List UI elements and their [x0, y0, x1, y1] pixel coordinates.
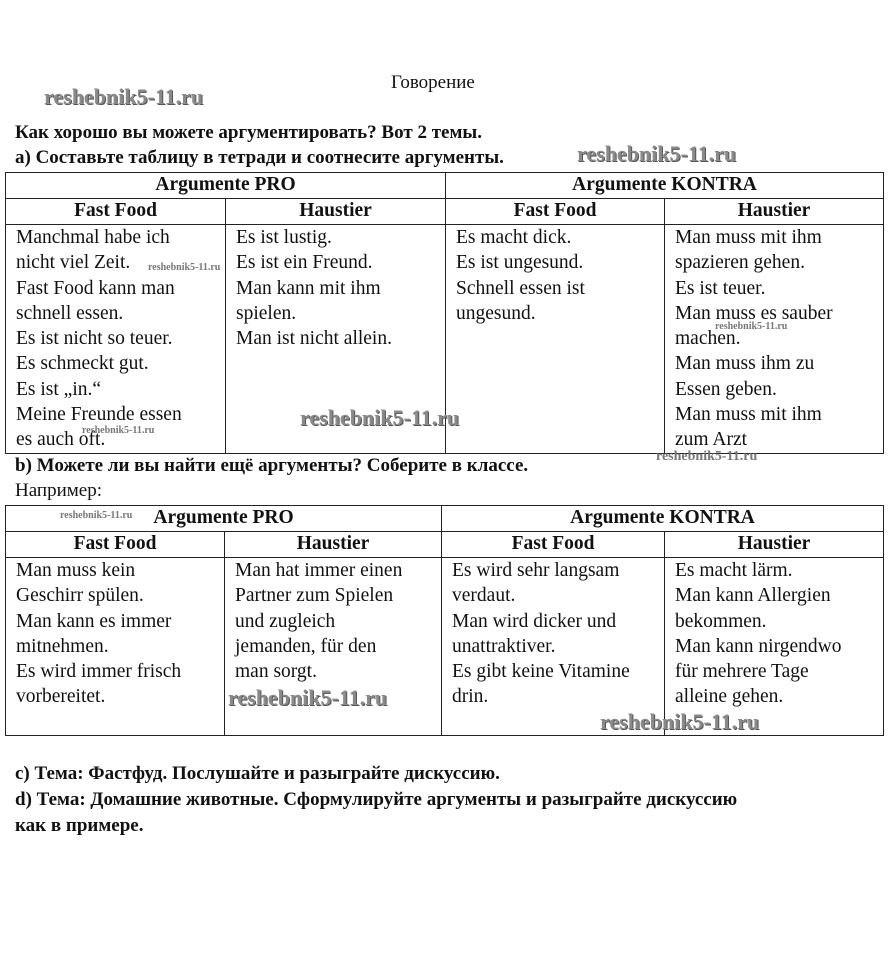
column-header: Haustier	[223, 531, 443, 558]
watermark: reshebnik5-11.ru	[82, 425, 155, 436]
group-header-pro: Argumente PRO	[4, 172, 447, 199]
watermark: reshebnik5-11.ru	[715, 321, 788, 332]
cell-line: Man hat immer einen	[235, 560, 403, 581]
cell-line: machen.	[675, 328, 741, 350]
cell-line: jemanden, für den	[235, 635, 377, 657]
cell-line: und zugleich	[235, 610, 336, 632]
column-header: Fast Food	[5, 198, 226, 225]
table-cell: Es macht dick. Es ist ungesund. Schnell es…	[445, 224, 666, 454]
cell-line: vorbereitet.	[16, 686, 106, 708]
table-cell: Es macht lärm. Man kann Allergien bekommen…	[664, 557, 885, 736]
arguments-table-2: Argumente PRO Argumente KONTRA Fast Food…	[4, 505, 885, 736]
cell-line: drin.	[452, 686, 489, 708]
intro-text: Как хорошо вы можете аргументировать? Во…	[15, 122, 482, 143]
cell-line: Man muss es sauber	[675, 302, 833, 324]
cell-line: Es ist ungesund.	[456, 252, 584, 274]
watermark: reshebnik5-11.ru	[577, 141, 737, 166]
cell-line: Man muss kein	[16, 560, 136, 581]
cell-line: ungesund.	[456, 302, 536, 324]
cell-line: es auch oft.	[16, 429, 106, 451]
cell-line: Es schmeckt gut.	[16, 353, 149, 375]
column-header: Haustier	[664, 531, 885, 558]
task-c: c) Тема: Фастфуд. Послушайте и разыграйт…	[15, 763, 500, 784]
watermark: reshebnik5-11.ru	[44, 84, 204, 109]
table-cell: Es wird sehr langsam verdaut. Man wird dic…	[441, 557, 666, 736]
task-d-continued: как в примере.	[15, 815, 144, 836]
cell-line: Man muss mit ihm	[675, 227, 822, 248]
cell-line: mitnehmen.	[16, 635, 109, 657]
cell-line: Man kann es immer	[16, 610, 172, 632]
table-cell: Es ist lustig. Es ist ein Freund. Man kann…	[224, 224, 447, 454]
cell-line: Essen geben.	[675, 378, 777, 400]
cell-line: alleine gehen.	[675, 686, 784, 708]
watermark: reshebnik5-11.ru	[656, 449, 758, 464]
column-header: Haustier	[664, 198, 885, 225]
cell-line: man sorgt.	[235, 661, 317, 683]
task-b: b) Можете ли вы найти ещё аргументы? Соб…	[15, 455, 529, 476]
watermark: reshebnik5-11.ru	[60, 510, 133, 521]
cell-line: Fast Food kann man	[16, 277, 175, 299]
cell-line: Man kann mit ihm	[236, 277, 381, 299]
page-title: Говорение	[391, 72, 475, 93]
cell-line: Manchmal habe ich	[16, 227, 170, 248]
cell-line: Es macht lärm.	[675, 560, 793, 581]
cell-line: Es ist ein Freund.	[236, 252, 373, 274]
cell-line: spazieren gehen.	[675, 252, 805, 274]
cell-line: nicht viel Zeit.	[16, 252, 131, 274]
cell-line: Es ist „in.“	[16, 378, 102, 400]
group-header-kontra: Argumente KONTRA	[441, 505, 885, 532]
cell-line: Man muss mit ihm	[675, 404, 822, 426]
cell-line: Man kann Allergien	[675, 585, 831, 607]
cell-line: Es gibt keine Vitamine	[452, 661, 630, 683]
cell-line: Es wird sehr langsam	[452, 560, 620, 581]
cell-line: Es macht dick.	[456, 227, 572, 248]
cell-line: Es ist lustig.	[236, 227, 332, 248]
cell-line: für mehrere Tage	[675, 661, 809, 683]
watermark: reshebnik5-11.ru	[228, 685, 388, 710]
group-header-kontra: Argumente KONTRA	[445, 172, 885, 199]
example-label: Например:	[15, 480, 102, 501]
cell-line: Man kann nirgendwo	[675, 635, 842, 657]
cell-line: unattraktiver.	[452, 635, 556, 657]
cell-line: Man wird dicker und	[452, 610, 617, 632]
table-cell: Manchmal habe ich nicht viel Zeit. Fast Fo…	[5, 224, 226, 454]
column-header: Haustier	[224, 198, 447, 225]
cell-line: bekommen.	[675, 610, 767, 632]
cell-line: Es ist nicht so teuer.	[16, 328, 173, 350]
cell-line: verdaut.	[452, 585, 516, 607]
arguments-table-1: Argumente PRO Argumente KONTRA Fast Food…	[4, 172, 885, 454]
cell-line: Es wird immer frisch	[16, 661, 182, 683]
cell-line: schnell essen.	[16, 302, 124, 324]
table-cell: Man muss mit ihm spazieren gehen. Es ist t…	[664, 224, 885, 454]
cell-line: Meine Freunde essen	[16, 404, 182, 426]
column-header: Fast Food	[441, 531, 666, 558]
watermark: reshebnik5-11.ru	[300, 405, 460, 430]
cell-line: Schnell essen ist	[456, 277, 585, 299]
cell-line: Es ist teuer.	[675, 277, 766, 299]
table-cell: Man muss kein Geschirr spülen. Man kann es…	[5, 557, 225, 736]
cell-line: Geschirr spülen.	[16, 585, 144, 607]
watermark: reshebnik5-11.ru	[148, 262, 221, 273]
cell-line: Partner zum Spielen	[235, 585, 394, 607]
table-cell: Man hat immer einen Partner zum Spielen un…	[223, 557, 443, 736]
cell-line: Man ist nicht allein.	[236, 328, 392, 350]
cell-line: Man muss ihm zu	[675, 353, 815, 375]
cell-line: spielen.	[236, 302, 297, 324]
task-d: d) Тема: Домашние животные. Сформулируйт…	[15, 789, 738, 810]
watermark: reshebnik5-11.ru	[600, 709, 760, 734]
column-header: Fast Food	[445, 198, 666, 225]
cell-line: zum Arzt	[675, 429, 748, 451]
column-header: Fast Food	[5, 531, 225, 558]
task-a: a) Составьте таблицу в тетради и соотнес…	[15, 147, 504, 168]
